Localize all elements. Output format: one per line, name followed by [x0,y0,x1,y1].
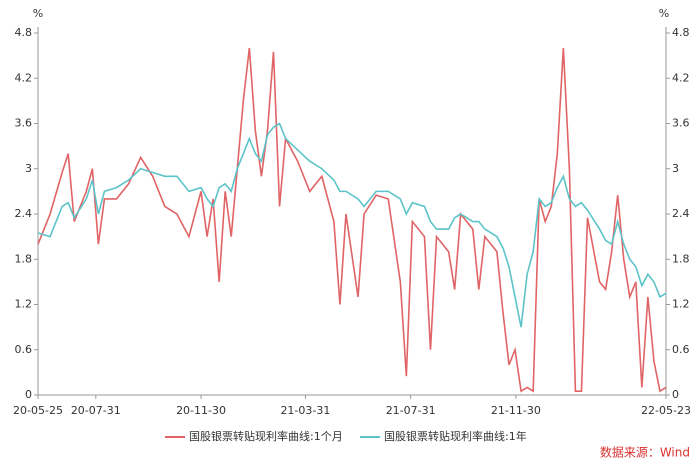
source-note: 数据来源：Wind [600,445,690,460]
y2-tick-label: 3.6 [672,117,690,130]
y-axis-unit: % [33,7,43,20]
y2-tick-label: 1.8 [672,252,690,265]
y2-tick-label: 3 [672,162,679,175]
y2-tick-label: 0.6 [672,343,690,356]
x-tick-label: 22-05-23 [641,404,691,417]
x-tick-label: 21-07-31 [386,404,436,417]
x-tick-label: 20-07-31 [71,404,121,417]
y2-tick-label: 4.2 [672,71,690,84]
x-tick-label: 20-05-25 [13,404,63,417]
x-tick-label: 21-11-30 [491,404,541,417]
y-tick-label: 4.8 [15,26,33,39]
legend-label: 国股银票转贴现利率曲线:1年 [384,429,527,443]
y-tick-label: 4.2 [15,71,33,84]
x-tick-label: 21-03-31 [280,404,330,417]
y2-tick-label: 0 [672,388,679,401]
y-tick-label: 1.8 [15,252,33,265]
y2-tick-label: 1.2 [672,298,690,311]
y2-tick-label: 4.8 [672,26,690,39]
y-tick-label: 0 [25,388,32,401]
y-tick-label: 2.4 [15,207,33,220]
legend-label: 国股银票转贴现利率曲线:1个月 [189,429,343,443]
y2-tick-label: 2.4 [672,207,690,220]
series-line [37,122,667,328]
y-tick-label: 1.2 [15,298,33,311]
y-tick-label: 3.6 [15,117,33,130]
x-tick-label: 20-11-30 [176,404,226,417]
y-tick-label: 0.6 [15,343,33,356]
y-tick-label: 3 [25,162,32,175]
series-line [37,47,667,393]
y2-axis-unit: % [659,7,669,20]
